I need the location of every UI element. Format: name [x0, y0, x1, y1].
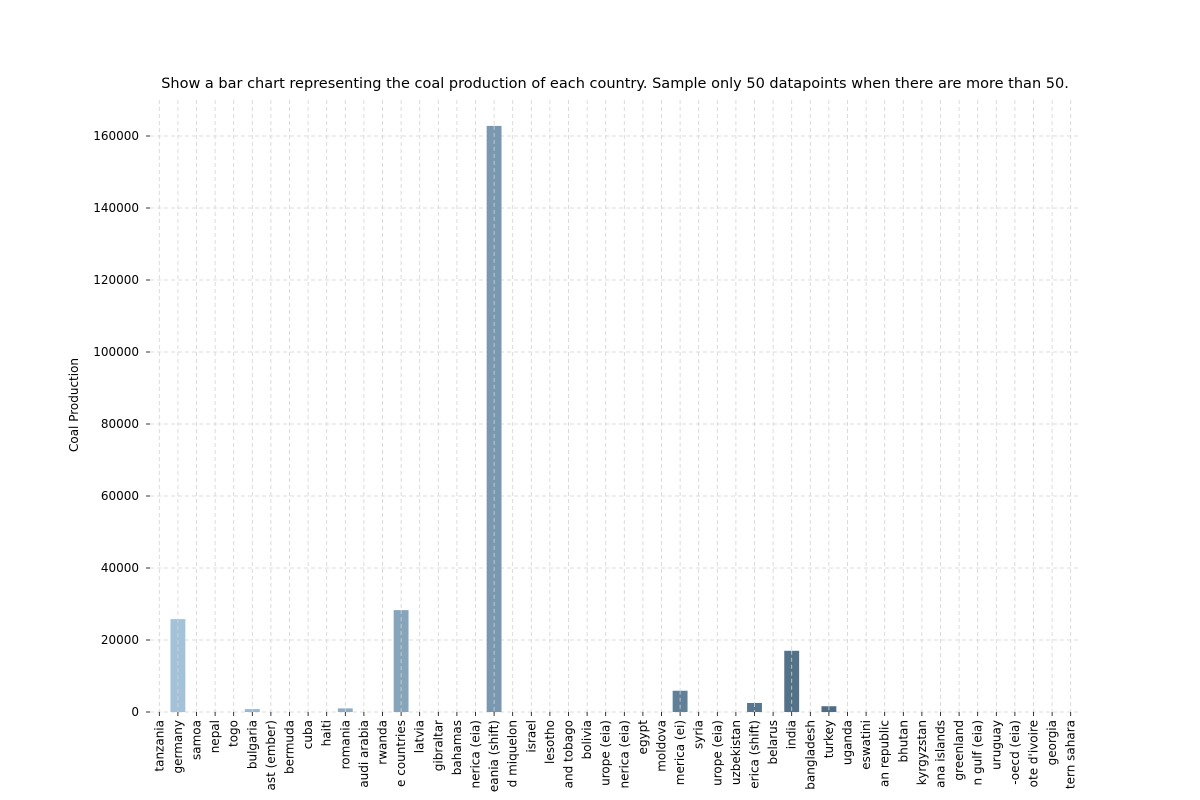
y-axis-label: Coal Production: [67, 358, 81, 452]
x-tick-label: ast (ember): [264, 720, 278, 791]
y-tick-labels: 0 20000 40000 60000 80000 100000 120000 140000 1…: [93, 129, 139, 719]
y-tick-label: 0: [131, 705, 139, 719]
y-tick-label: 40000: [101, 561, 139, 575]
x-tick-label: urope (eia): [710, 720, 724, 786]
x-tick-label: rwanda: [376, 720, 390, 765]
x-tick-label: eania (shift): [487, 720, 501, 792]
chart-title: Show a bar chart representing the coal p…: [161, 76, 1069, 92]
x-tick-label: uzbekistan: [729, 720, 743, 785]
x-tick-label: an republic: [878, 720, 892, 787]
x-tick-label: togo: [227, 720, 241, 747]
x-tick-label: turkey: [822, 720, 836, 758]
x-tick-label: lesotho: [543, 720, 557, 764]
x-tick-label: urope (eia): [599, 720, 613, 786]
x-tick-label: latvia: [413, 720, 427, 753]
axes: [146, 135, 1072, 716]
bar-erica-shift: [747, 703, 762, 712]
y-tick-label: 100000: [93, 345, 139, 359]
x-tick-label: tanzania: [152, 720, 166, 772]
y-tick-label: 80000: [101, 417, 139, 431]
bar-overlay-grid: [177, 125, 830, 712]
x-tick-label: nepal: [208, 720, 222, 753]
x-tick-label: israel: [524, 720, 538, 753]
x-tick-label: greenland: [952, 720, 966, 781]
x-tick-label: d miquelon: [506, 720, 520, 787]
x-tick-label: eswatini: [859, 720, 873, 770]
bar-germany: [170, 619, 186, 712]
x-tick-label: nerica (eia): [469, 720, 483, 788]
x-tick-label: kyrgyzstan: [915, 720, 929, 785]
x-tick-label: samoa: [190, 720, 204, 760]
y-tick-label: 120000: [93, 273, 139, 287]
x-tick-label: n gulf (eia): [971, 720, 985, 785]
x-tick-label: merica (ei): [673, 720, 687, 785]
y-tick-label: 20000: [101, 633, 139, 647]
grid-lines: [150, 100, 1080, 713]
y-tick-label: 140000: [93, 201, 139, 215]
x-tick-label: bolivia: [580, 720, 594, 759]
x-tick-label: bhutan: [896, 720, 910, 763]
x-tick-label: egypt: [636, 720, 650, 755]
bar-eania-shift: [486, 125, 502, 713]
x-tick-label: belarus: [766, 720, 780, 764]
x-tick-label: erica (shift): [748, 720, 762, 789]
x-tick-label: romania: [338, 720, 352, 769]
bars: [170, 125, 837, 713]
x-tick-label: ana islands: [934, 720, 948, 788]
x-tick-label: e countries: [394, 720, 408, 787]
x-tick-label: georgia: [1045, 720, 1059, 765]
x-tick-label: bahamas: [450, 720, 464, 775]
x-tick-label: ote d'ivoire: [1027, 720, 1041, 787]
x-tick-label: bermuda: [283, 720, 297, 774]
x-tick-label: bulgaria: [245, 720, 259, 769]
x-tick-label: moldova: [655, 720, 669, 772]
x-tick-label: india: [785, 720, 799, 749]
x-tick-label: audi arabia: [357, 720, 371, 788]
x-tick-label: syria: [692, 720, 706, 749]
x-tick-label: uganda: [841, 720, 855, 765]
x-tick-label: haiti: [320, 720, 334, 746]
x-tick-label: nerica (eia): [617, 720, 631, 788]
x-tick-label: cuba: [301, 720, 315, 749]
y-tick-label: 160000: [93, 129, 139, 143]
x-tick-label: germany: [171, 720, 185, 773]
x-tick-label: -oecd (eia): [1008, 720, 1022, 785]
x-tick-label: gibraltar: [431, 720, 445, 771]
x-tick-label: and tobago: [562, 720, 576, 788]
x-tick-label: uruguay: [989, 720, 1003, 770]
x-tick-label: tern sahara: [1064, 720, 1078, 789]
x-tick-label: bangladesh: [803, 720, 817, 790]
y-tick-label: 60000: [101, 489, 139, 503]
x-tick-labels: tanzania germany samoa nepal togo bulgaria ast…: [152, 720, 1077, 792]
